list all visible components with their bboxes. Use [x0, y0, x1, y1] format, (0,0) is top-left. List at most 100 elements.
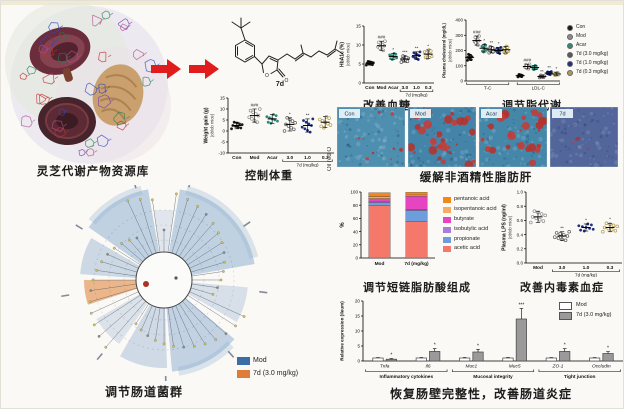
- svg-text:###: ###: [251, 103, 259, 108]
- svg-text:Mod: Mod: [250, 155, 260, 161]
- legend-marker-icon: [567, 60, 573, 67]
- hba1c-chart: 0 5 10 15 HbA1c (%) (ob/ob mice) Con ### Mod * Aca…: [340, 24, 434, 98]
- legend-item: 7d (3.0 mg/kg): [559, 311, 611, 321]
- legend-swatch-icon: [443, 196, 451, 203]
- svg-text:*: *: [390, 353, 392, 359]
- micrograph-con: Con: [337, 107, 405, 167]
- svg-text:%: %: [340, 222, 346, 228]
- svg-text:*: *: [392, 47, 394, 52]
- legend-item: 7d (3.0 mg/kg): [237, 368, 298, 381]
- arrow-right-icon: [151, 59, 219, 79]
- svg-text:200: 200: [455, 48, 463, 53]
- legend-swatch-icon: [559, 311, 572, 320]
- svg-text:LDL-C: LDL-C: [532, 86, 546, 91]
- svg-text:**: **: [415, 45, 419, 50]
- legend-item: Mod: [237, 355, 298, 368]
- svg-text:0: 0: [355, 256, 358, 261]
- legend-swatch-icon: [443, 236, 451, 243]
- svg-text:100: 100: [350, 190, 358, 195]
- lps-caption: 改善内毒素血症: [520, 282, 604, 294]
- legend-swatch-icon: [237, 369, 250, 378]
- panel-scfa: 0 20 40 60 80 100% Mod 7d (mg/kg) pentanoic aci…: [337, 187, 523, 299]
- svg-text:Weight gain (g): Weight gain (g): [204, 107, 210, 143]
- svg-text:***: ***: [402, 50, 408, 55]
- svg-text:0.3: 0.3: [425, 85, 432, 91]
- micrograph-mod: Mod: [408, 107, 476, 167]
- svg-text:0: 0: [358, 81, 361, 86]
- svg-text:3.0: 3.0: [401, 85, 408, 91]
- panel-lps: 0.0 0.2 0.4 0.6 0.8 1.0 Plasma LPS (ng/ml) (ob/…: [499, 185, 623, 297]
- compound-structure-drawing: OO: [231, 17, 343, 83]
- svg-text:0.3: 0.3: [322, 155, 329, 161]
- scfa-chart: 0 20 40 60 80 100% Mod 7d (mg/kg): [340, 190, 435, 267]
- legend-item: Acar: [567, 41, 608, 50]
- svg-text:Mod: Mod: [415, 112, 426, 118]
- legend-item: isopentanoic acid: [443, 205, 497, 215]
- svg-text:Il6: Il6: [425, 364, 430, 370]
- svg-text:400: 400: [455, 18, 463, 23]
- panel-cladogram: Mod 7d (3.0 mg/kg) 调节肠道菌群: [9, 185, 333, 407]
- legend-item: 7d (3.0 mg/kg): [567, 50, 608, 59]
- svg-text:100: 100: [455, 63, 463, 68]
- svg-text:(ob/ob mice): (ob/ob mice): [448, 38, 453, 62]
- svg-text:1.0: 1.0: [304, 155, 311, 161]
- svg-text:*: *: [607, 346, 609, 352]
- micrograph-acar: Acar: [479, 107, 547, 167]
- svg-text:1.0: 1.0: [583, 265, 590, 271]
- legend-item: Mod: [567, 32, 608, 41]
- svg-text:O: O: [285, 78, 289, 83]
- svg-text:*: *: [498, 41, 500, 46]
- svg-text:Con: Con: [365, 85, 374, 91]
- svg-text:1.0: 1.0: [413, 85, 420, 91]
- svg-text:15: 15: [356, 24, 362, 29]
- svg-text:Acar: Acar: [486, 112, 497, 118]
- svg-text:**: **: [560, 225, 564, 230]
- svg-text:5: 5: [222, 118, 225, 123]
- ganoderma-library-image: [5, 3, 171, 164]
- svg-text:***: ***: [518, 303, 524, 309]
- weight-caption: 控制体重: [245, 170, 293, 182]
- cladogram-caption: 调节肠道菌群: [104, 385, 183, 399]
- svg-text:10: 10: [220, 107, 226, 112]
- svg-text:Inflammatory cytokines: Inflammatory cytokines: [380, 374, 434, 380]
- legend-marker-icon: [567, 69, 573, 76]
- page-top-strip: [1, 1, 623, 5]
- svg-text:7d (mg/kg): 7d (mg/kg): [406, 93, 428, 98]
- svg-text:7d (mg/kg): 7d (mg/kg): [297, 163, 319, 168]
- svg-text:**: **: [540, 69, 544, 74]
- svg-text:-5: -5: [221, 140, 226, 145]
- legend-item: propionate: [443, 235, 497, 245]
- svg-text:5: 5: [357, 344, 360, 349]
- svg-text:80: 80: [353, 203, 359, 208]
- legend-item: 7d (0.3 mg/kg): [567, 68, 608, 77]
- legend-swatch-icon: [443, 216, 451, 223]
- scfa-caption: 调节短链脂肪酸组成: [363, 282, 471, 294]
- svg-text:*: *: [609, 217, 611, 222]
- svg-text:Mod: Mod: [377, 85, 387, 91]
- svg-text:3.0: 3.0: [559, 265, 566, 271]
- svg-text:40: 40: [353, 229, 359, 234]
- svg-text:Relative expression (ileum): Relative expression (ileum): [340, 301, 345, 361]
- svg-text:*: *: [564, 343, 566, 349]
- compound-label: 7d: [275, 81, 285, 88]
- svg-text:HbA1c (%): HbA1c (%): [340, 42, 346, 67]
- svg-text:0.2: 0.2: [517, 247, 524, 252]
- svg-text:20: 20: [355, 299, 361, 304]
- ileum-caption: 恢复肠壁完整性，改善肠道炎症: [389, 387, 572, 401]
- svg-text:0: 0: [460, 79, 463, 84]
- svg-text:*: *: [585, 217, 587, 222]
- cladogram-image: [61, 185, 268, 381]
- svg-text:0.6: 0.6: [517, 218, 524, 223]
- svg-text:Plasma cholesterol (mg/dL): Plasma cholesterol (mg/dL): [442, 23, 447, 78]
- legend-item: pentanoic acid: [443, 195, 497, 205]
- svg-text:*: *: [289, 111, 291, 116]
- liver-caption: 缓解非酒精性脂肪肝: [419, 172, 533, 184]
- svg-text:1.0: 1.0: [517, 190, 524, 195]
- svg-text:0: 0: [357, 359, 360, 364]
- svg-text:Muc1: Muc1: [465, 364, 477, 370]
- svg-text:-10: -10: [218, 151, 225, 156]
- cholesterol-legend: Con Mod Acar 7d (3.0 mg/kg) 7d (1.0 mg/k…: [567, 23, 608, 77]
